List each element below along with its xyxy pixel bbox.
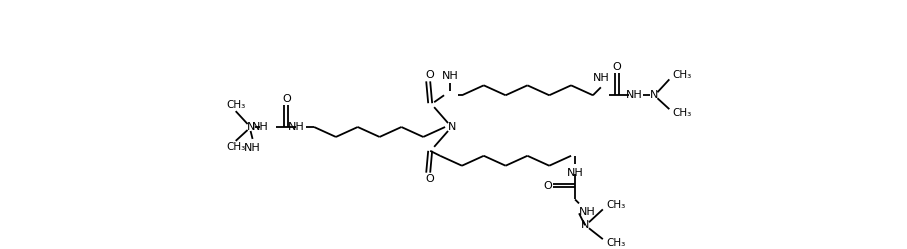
Text: CH₃: CH₃	[607, 200, 626, 210]
Text: NH: NH	[626, 90, 643, 100]
Text: O: O	[612, 62, 621, 72]
Text: O: O	[282, 94, 290, 104]
Text: N: N	[448, 122, 456, 132]
Text: NH: NH	[579, 207, 596, 217]
Text: O: O	[425, 174, 434, 184]
Text: NH: NH	[592, 73, 610, 83]
Text: NH: NH	[567, 168, 583, 178]
Text: CH₃: CH₃	[607, 238, 626, 248]
Text: NH: NH	[251, 122, 268, 132]
Text: O: O	[543, 181, 551, 190]
Text: N: N	[650, 90, 658, 100]
Text: NH: NH	[442, 71, 458, 81]
Text: CH₃: CH₃	[672, 108, 691, 118]
Text: N: N	[580, 220, 590, 230]
Text: CH₃: CH₃	[226, 142, 245, 152]
Text: NH: NH	[288, 122, 304, 132]
Text: O: O	[425, 70, 434, 80]
Text: CH₃: CH₃	[226, 100, 245, 110]
Text: CH₃: CH₃	[672, 70, 691, 80]
Text: NH: NH	[244, 143, 261, 153]
Text: N: N	[247, 122, 255, 132]
